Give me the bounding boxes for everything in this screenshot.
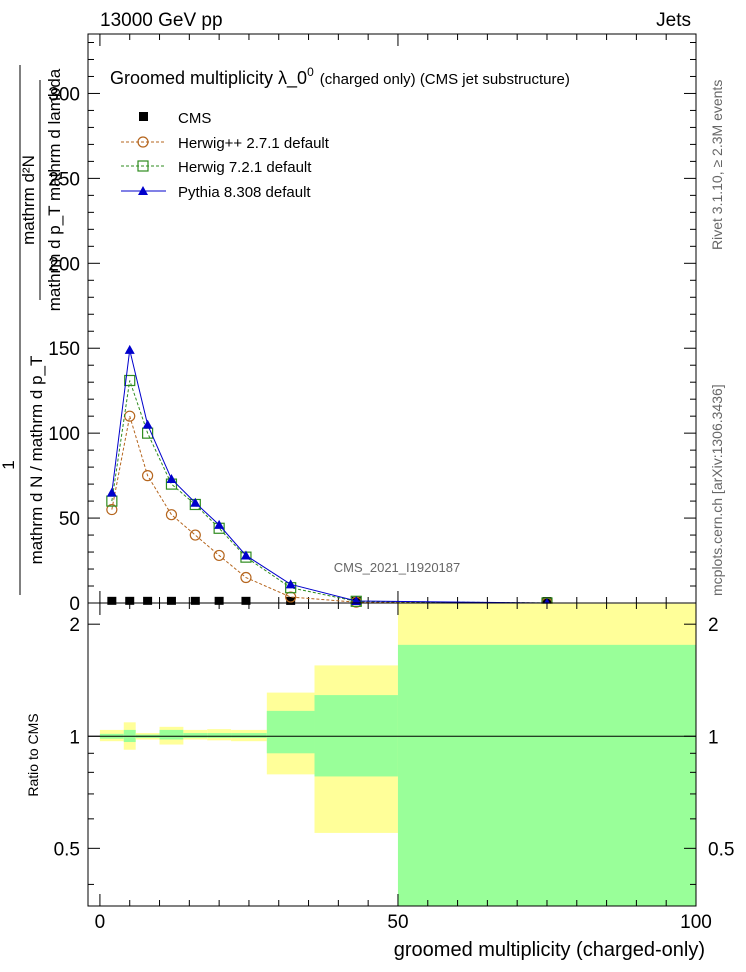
ratio-axis-ticks [88,603,697,906]
rivet-version-label: Rivet 3.1.10, ≥ 2.3M events [709,80,725,250]
y-tick-label: 250 [48,169,80,190]
svg-text:Groomed multiplicity λ_00(cha: Groomed multiplicity λ_00 (charged only) … [110,65,570,89]
cms-point [107,596,117,605]
pythia-point [214,519,225,529]
herwigpp-point [189,529,201,541]
ylabel-one: 1 [0,460,18,469]
ratio-band-inner [397,644,696,906]
ratio-band-inner [231,733,267,738]
ratio-band-inner [266,710,315,754]
y-tick-label: 150 [48,339,80,360]
legend-marker-herwig7 [137,160,149,172]
ratio-band-inner [159,729,184,740]
cms-point [166,596,176,605]
analysis-watermark: CMS_2021_I1920187 [334,560,461,575]
cms-point [286,596,296,605]
legend-marker-cms [139,112,148,121]
main-y-tick-labels: 0 50 100 150 200 250 300 [48,84,80,615]
y-tick-label: 0 [69,594,80,615]
ratio-y-tick-labels: 0.5 0.5 1 1 2 2 [54,615,735,860]
ratio-band-inner [207,733,232,738]
cms-point [190,596,200,605]
legend-label-herwig7: Herwig 7.2.1 default [178,159,312,176]
x-axis-label: groomed multiplicity (charged-only) [394,939,705,961]
series-line-1 [111,416,547,604]
ratio-frame [87,602,697,907]
herwigpp-point [240,571,252,584]
series-line-3 [111,349,547,604]
ratio-plot-panel: 0.5 0.5 1 1 2 2 0 50 100 [54,602,735,933]
cms-point [214,596,224,605]
ylabel-denominator-bottom: mathrm d N / mathrm d p_T [27,356,46,565]
main-y-axis-label-upper: mathrm d²N mathrm d p_T mathrm d lambda [19,68,64,311]
ylabel-numerator: mathrm d²N [19,155,38,245]
series-line-2 [111,380,547,604]
main-data-series [106,344,553,609]
ylabel-denominator-top: mathrm d p_T mathrm d lambda [45,68,64,311]
process-label: Jets [656,10,691,31]
legend-label-cms: CMS [178,110,211,127]
herwigpp-point [124,410,136,422]
ratio-y-axis-label: Ratio to CMS [25,713,41,796]
ratio-y-tick-label-right: 1 [708,727,719,748]
legend-marker-pythia [138,186,148,195]
main-axis-ticks [88,34,697,604]
main-plot-panel: 0 50 100 150 200 250 300 Groomed multiplicity … [48,33,697,615]
cms-point [241,596,251,605]
y-tick-label: 300 [48,84,80,105]
x-tick-label: 0 [95,912,106,933]
y-tick-label: 200 [48,254,80,275]
herwigpp-point [165,509,178,521]
cms-point [125,596,135,605]
herwigpp-point [106,503,118,516]
pythia-point [166,474,177,484]
chart-title-superscript: 0 [307,65,314,79]
energy-label: 13000 GeV pp [100,10,223,31]
ratio-y-tick-label-right: 0.5 [708,839,734,860]
x-tick-label: 50 [387,912,408,933]
ratio-band-inner [183,733,208,738]
pythia-point [240,550,251,560]
ratio-bands [99,603,696,906]
legend: CMS Herwig++ 2.7.1 default Herwig 7.2.1 … [121,110,330,201]
cms-point [143,596,153,605]
pythia-point [124,344,135,354]
herwigpp-point [142,470,154,482]
ratio-y-tick-label-right: 2 [708,615,719,636]
ratio-y-tick-label-left: 2 [69,615,80,636]
herwigpp-point [285,591,297,603]
y-tick-label: 100 [48,424,80,445]
main-y-axis-label: 1 mathrm d N / mathrm d p_T [0,65,46,595]
chart-title: Groomed multiplicity λ_0 [110,68,307,89]
herwig7-point [124,374,136,387]
herwigpp-point [213,549,225,562]
legend-marker-herwigpp [137,136,149,148]
legend-label-herwigpp: Herwig++ 2.7.1 default [178,135,330,152]
pythia-point [106,487,117,497]
mcplots-label: mcplots.cern.ch [arXiv:1306.3436] [709,384,725,596]
ratio-y-tick-label-left: 1 [69,727,80,748]
legend-label-pythia: Pythia 8.308 default [178,184,311,201]
x-tick-label: 100 [680,912,712,933]
ratio-x-tick-labels: 0 50 100 [95,912,712,933]
pythia-point [142,419,153,429]
y-tick-label: 50 [59,509,80,530]
pythia-point [285,579,296,589]
pythia-point [190,497,201,507]
ratio-y-tick-label-left: 0.5 [54,839,80,860]
chart-subtitle: (charged only) (CMS jet substructure) [320,71,570,88]
